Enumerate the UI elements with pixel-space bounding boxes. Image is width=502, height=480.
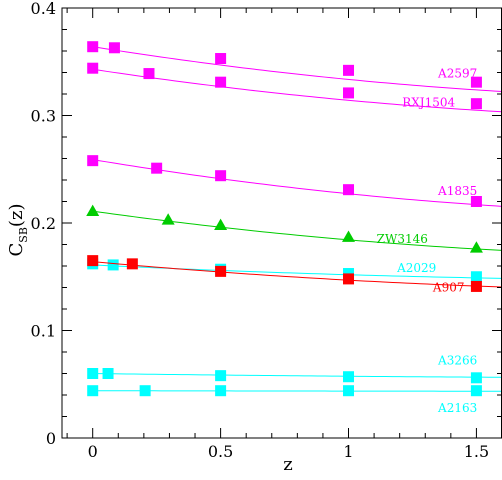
data-point-a3266 bbox=[102, 368, 114, 379]
data-point-zw3146 bbox=[469, 241, 483, 253]
y-tick-label: 0.4 bbox=[31, 0, 56, 18]
y-tick-label: 0.2 bbox=[31, 214, 56, 233]
data-point-rxj1504 bbox=[470, 98, 482, 110]
data-point-a2163 bbox=[139, 385, 151, 397]
data-point-a1835 bbox=[343, 184, 355, 196]
fit-line-a3266 bbox=[92, 373, 502, 378]
fit-line-rxj1504 bbox=[92, 68, 502, 113]
x-tick-label: 0.5 bbox=[208, 442, 233, 461]
fit-line-zw3146 bbox=[92, 210, 502, 251]
fit-line-a907 bbox=[92, 261, 502, 288]
fit-line-a2029 bbox=[92, 264, 502, 279]
data-point-a2597 bbox=[215, 53, 227, 65]
series-a2597 bbox=[87, 41, 502, 93]
data-point-a2163 bbox=[215, 385, 227, 397]
x-axis-title: z bbox=[283, 454, 292, 475]
y-tick-label: 0 bbox=[46, 429, 56, 448]
data-point-a907 bbox=[215, 265, 227, 277]
series-label-rxj1504: RXJ1504 bbox=[402, 96, 455, 110]
series-label-a3266: A3266 bbox=[437, 354, 477, 368]
y-axis-title-subscript: SB bbox=[17, 227, 30, 243]
series-a1835 bbox=[87, 155, 502, 207]
y-axis-title-suffix: (z) bbox=[6, 204, 27, 228]
series-label-a2163: A2163 bbox=[437, 401, 477, 415]
data-point-a2597 bbox=[470, 76, 482, 88]
data-point-a1835 bbox=[87, 155, 99, 167]
x-tick-label: 0 bbox=[88, 442, 98, 461]
data-point-rxj1504 bbox=[215, 76, 227, 88]
data-point-a3266 bbox=[87, 368, 99, 379]
plot-marks bbox=[86, 41, 502, 397]
series-a3266 bbox=[87, 368, 502, 384]
data-point-a1835 bbox=[470, 196, 482, 207]
data-point-a2029 bbox=[107, 259, 119, 271]
y-tick-label: 0.3 bbox=[31, 107, 56, 126]
series-zw3146 bbox=[86, 204, 502, 253]
data-point-a3266 bbox=[215, 370, 227, 382]
data-point-a1835 bbox=[215, 170, 227, 182]
data-point-a2163 bbox=[470, 385, 482, 397]
data-point-rxj1504 bbox=[343, 87, 355, 99]
data-point-zw3146 bbox=[161, 213, 175, 225]
x-tick-label: 1.5 bbox=[464, 442, 489, 461]
x-tick-label: 1 bbox=[343, 442, 353, 461]
data-point-a2029 bbox=[470, 271, 482, 283]
data-point-a3266 bbox=[470, 372, 482, 384]
data-point-zw3146 bbox=[86, 204, 100, 217]
data-point-a907 bbox=[470, 280, 482, 292]
data-point-zw3146 bbox=[214, 218, 228, 231]
data-point-a2163 bbox=[343, 385, 355, 397]
data-point-a907 bbox=[343, 273, 355, 285]
series-a907 bbox=[87, 255, 502, 292]
data-point-a3266 bbox=[343, 371, 355, 383]
data-point-rxj1504 bbox=[87, 62, 99, 74]
series-rxj1504 bbox=[87, 62, 502, 113]
y-axis-title: CSB(z) bbox=[6, 204, 30, 257]
fit-line-a2163 bbox=[92, 390, 502, 392]
series-label-a1835: A1835 bbox=[437, 184, 477, 198]
series-label-a2029: A2029 bbox=[396, 261, 436, 275]
data-point-zw3146 bbox=[342, 230, 356, 242]
data-point-a907 bbox=[126, 258, 138, 270]
data-point-a2597 bbox=[108, 42, 120, 54]
tick-labels: 0 0.5 1 1.5 0 0.1 0.2 0.3 0.4 bbox=[31, 0, 490, 461]
series-a2163 bbox=[87, 385, 502, 397]
fit-line-a2597 bbox=[92, 46, 502, 93]
y-axis-title-main: C bbox=[6, 243, 27, 257]
series-label-a2597: A2597 bbox=[437, 67, 477, 81]
data-point-a2597 bbox=[343, 64, 355, 76]
series-label-zw3146: ZW3146 bbox=[377, 232, 428, 246]
series-labels: A2597 RXJ1504 A1835 ZW3146 A2029 A907 A3266 A21… bbox=[377, 67, 478, 415]
y-tick-label: 0.1 bbox=[31, 322, 56, 341]
series-label-a907: A907 bbox=[432, 281, 465, 295]
data-point-a2597 bbox=[87, 41, 99, 53]
data-point-a907 bbox=[87, 255, 99, 267]
data-point-rxj1504 bbox=[143, 68, 155, 80]
data-point-a1835 bbox=[151, 162, 163, 174]
data-point-a2163 bbox=[87, 385, 99, 397]
